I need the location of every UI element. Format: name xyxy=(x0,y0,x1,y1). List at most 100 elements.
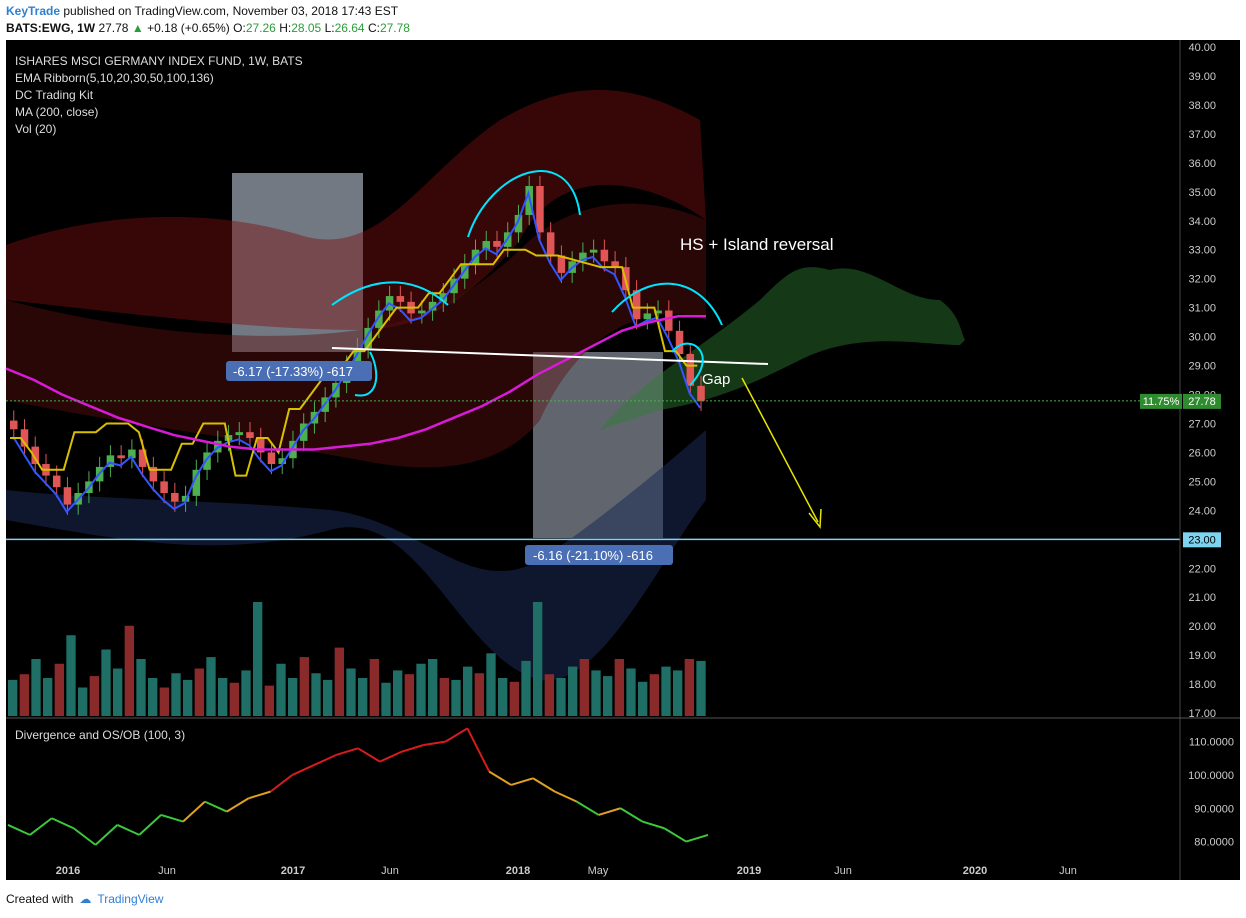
volume-bar xyxy=(276,663,286,716)
footer-brand[interactable]: TradingView xyxy=(97,892,164,906)
candle-body xyxy=(235,432,244,436)
oscillator-segment xyxy=(226,797,250,813)
oscillator-segment xyxy=(357,747,381,763)
open-value: 27.26 xyxy=(245,21,276,35)
volume-bar xyxy=(649,674,659,716)
candle-body xyxy=(665,310,673,331)
volume-bar xyxy=(474,673,484,716)
publisher-brand[interactable]: KeyTrade xyxy=(6,4,61,18)
x-tick-label: 2018 xyxy=(506,865,530,877)
candle-body xyxy=(632,290,641,320)
lower-band xyxy=(6,430,706,681)
head-arc xyxy=(467,170,581,238)
volume-bar xyxy=(451,679,461,716)
volume-bar xyxy=(404,674,414,716)
candle-body xyxy=(375,310,383,328)
oscillator-segment xyxy=(642,820,665,830)
oscillator-segment xyxy=(313,754,337,766)
volume-bar xyxy=(486,653,496,716)
oscillator-segment xyxy=(466,727,491,773)
neckline xyxy=(331,347,769,365)
volume-bar xyxy=(521,660,531,716)
legend-item: EMA Ribborn(5,10,20,30,50,100,136) xyxy=(15,71,214,85)
y-tick-label: 37.00 xyxy=(1188,129,1216,141)
volume-bar xyxy=(311,673,321,716)
candle-body xyxy=(643,313,652,320)
symbol-label: BATS:EWG, 1W xyxy=(6,21,96,35)
volume-bar xyxy=(241,670,251,716)
candle-body xyxy=(203,452,211,470)
y-tick-label: 24.00 xyxy=(1188,505,1216,517)
volume-bar xyxy=(684,659,694,716)
volume-bar xyxy=(78,687,88,716)
y-tick-label: 39.00 xyxy=(1188,71,1216,83)
close-value: 27.78 xyxy=(379,21,410,35)
tradingview-logo-icon[interactable]: ☁ xyxy=(79,892,92,906)
high-label: H: xyxy=(279,21,292,35)
x-tick-label: 2020 xyxy=(963,865,987,877)
y-tick-label: 18.00 xyxy=(1188,679,1216,691)
candle-body xyxy=(579,252,587,262)
volume-bar xyxy=(229,682,239,716)
oscillator-segment xyxy=(116,824,140,836)
candle-body xyxy=(278,458,286,465)
y-tick-label: 38.00 xyxy=(1188,100,1216,112)
volume-bar xyxy=(323,679,333,716)
y-tick-label: 17.00 xyxy=(1188,708,1216,720)
oscillator-segment xyxy=(401,744,424,753)
island-right-arc xyxy=(671,342,704,386)
measure1-label: -6.17 (-17.33%) -617 xyxy=(233,364,353,379)
high-value: 28.05 xyxy=(291,21,322,35)
candle-body xyxy=(428,301,437,311)
x-tick-label: 2019 xyxy=(737,865,761,877)
candle-body xyxy=(31,446,39,465)
oscillator-segment xyxy=(94,824,119,846)
footer-created: Created with xyxy=(6,892,74,906)
volume-bar xyxy=(591,670,601,716)
volume-bar xyxy=(556,678,566,716)
candle-body xyxy=(364,327,372,349)
candle-body xyxy=(418,310,426,314)
oscillator-segment xyxy=(29,817,53,836)
x-tick-label: May xyxy=(588,865,609,877)
candle-body xyxy=(546,232,555,256)
legend-item: MA (200, close) xyxy=(15,105,98,119)
volume-bar xyxy=(661,666,671,716)
y-tick-label: 34.00 xyxy=(1188,216,1216,228)
y-tick-label: 27.00 xyxy=(1188,418,1216,430)
volume-bar xyxy=(206,657,216,716)
oscillator-segment xyxy=(269,774,293,793)
volume-bar xyxy=(498,678,508,716)
target-arrow-line xyxy=(741,377,819,523)
lower-y-tick-label: 90.0000 xyxy=(1194,803,1234,815)
x-tick-label: 2016 xyxy=(56,865,80,877)
price-badge-text: 27.78 xyxy=(1188,396,1216,408)
volume-bar xyxy=(54,663,64,716)
oscillator-segment xyxy=(510,777,534,786)
candle-body xyxy=(267,452,276,465)
volume-bar xyxy=(358,678,368,716)
volume-bar xyxy=(218,678,228,716)
volume-bar xyxy=(346,668,356,716)
candle-body xyxy=(439,293,448,302)
volume-bar xyxy=(89,676,99,716)
volume-bar xyxy=(393,670,403,716)
candle-body xyxy=(10,420,18,430)
candle-body xyxy=(514,214,523,233)
support-badge xyxy=(1183,532,1221,548)
oscillator-segment xyxy=(291,764,315,776)
volume-bar xyxy=(183,679,193,716)
candle-body xyxy=(52,475,61,488)
oscillator-segment xyxy=(51,817,75,830)
candle-body xyxy=(589,249,598,253)
measure1-badge xyxy=(226,361,372,381)
volume-bar xyxy=(299,657,309,716)
y-tick-label: 33.00 xyxy=(1188,245,1216,257)
low-value: 26.64 xyxy=(334,21,365,35)
candle-body xyxy=(611,261,619,268)
price-badge xyxy=(1183,393,1221,409)
oscillator-segment xyxy=(423,740,446,746)
oscillator-segment xyxy=(182,800,206,823)
y-tick-label: 30.00 xyxy=(1188,332,1216,344)
